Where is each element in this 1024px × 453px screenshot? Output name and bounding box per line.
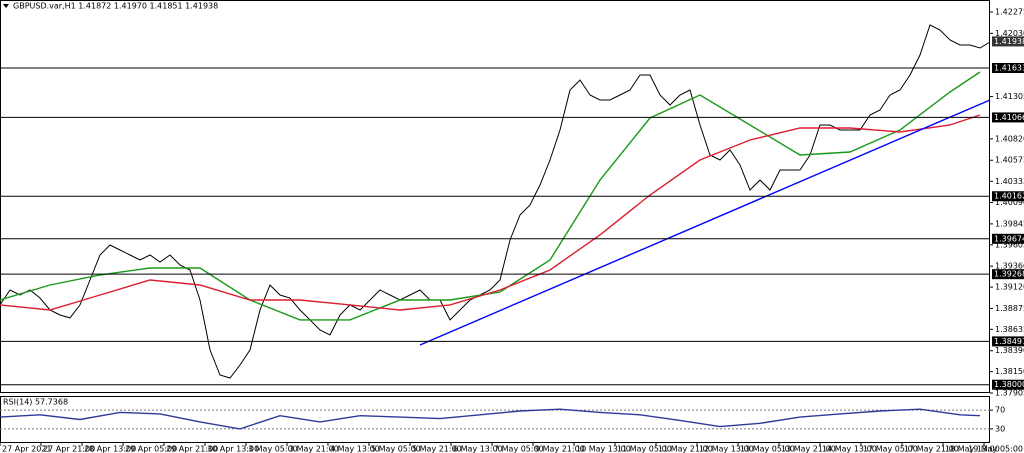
x-tick-label: 14 May 13:00 [822, 445, 877, 453]
y-tick-label: 70 [995, 406, 1005, 415]
y-tick-label: 1.38875 [995, 304, 1024, 313]
x-tick-label: 12 May 13:00 [699, 445, 754, 453]
x-tick-label: 30 Apr 13:00 [207, 445, 259, 453]
series-line [419, 99, 991, 346]
x-tick-label: 10 May 13:00 [576, 445, 631, 453]
level-box [992, 62, 1024, 73]
level-label: 1.38000 [994, 380, 1024, 389]
y-tick-label: 1.38390 [995, 346, 1024, 355]
x-tick-label: 29 Apr 21:00 [166, 445, 218, 453]
y-tick-label: 1.38150 [995, 367, 1024, 376]
level-box [992, 379, 1024, 390]
level-label: 1.40162 [994, 192, 1024, 201]
x-tick-label: 11 May 05:00 [617, 445, 672, 453]
x-tick-label: 3 May 05:00 [248, 445, 298, 453]
series-line [0, 24, 991, 379]
x-tick-label: 7 May 05:00 [494, 445, 544, 453]
level-box [992, 191, 1024, 202]
x-tick-label: 28 Apr 13:00 [84, 445, 136, 453]
level-label: 1.41066 [994, 113, 1024, 122]
x-tick-label: 11 May 21:00 [658, 445, 713, 453]
level-box [992, 233, 1024, 244]
rsi-panel [0, 396, 990, 443]
y-tick-label: 1.42275 [995, 8, 1024, 17]
y-tick-label: 1.38635 [995, 325, 1024, 334]
x-tick-label: 9 May 21:00 [535, 445, 585, 453]
x-tick-label: 3 May 21:00 [289, 445, 339, 453]
level-label: 1.38497 [994, 337, 1024, 346]
y-tick-label: 1.40575 [995, 156, 1024, 165]
x-tick-label: 27 Apr 21:00 [43, 445, 95, 453]
x-tick-label: 19 May 05:00 [968, 445, 1023, 453]
y-tick-label: 1.42030 [995, 29, 1024, 38]
level-box [992, 336, 1024, 347]
y-tick-label: 1.40333 [995, 177, 1024, 186]
x-tick-label: 27 Apr 2021 [2, 445, 51, 453]
y-tick-label: 1.40090 [995, 198, 1024, 207]
x-tick-label: 17 May 21:00 [904, 445, 959, 453]
last-price-box [992, 36, 1024, 47]
y-tick-label: 30 [995, 424, 1005, 433]
series-line [0, 114, 981, 311]
y-tick-label: 1.39120 [995, 283, 1024, 292]
rsi-title: RSI(14) 57.7368 [3, 398, 68, 407]
y-tick-label: 1.40820 [995, 134, 1024, 143]
y-tick-label: 1.37905 [995, 389, 1024, 398]
collapse-icon [3, 4, 9, 8]
x-tick-label: 4 May 13:00 [330, 445, 380, 453]
y-tick-label: 1.39845 [995, 219, 1024, 228]
level-box [992, 112, 1024, 123]
x-tick-label: 5 May 21:00 [412, 445, 462, 453]
y-tick-label: 1.39605 [995, 240, 1024, 249]
level-box [992, 269, 1024, 280]
x-tick-label: 13 May 05:00 [740, 445, 795, 453]
last-price-label: 1.41938 [994, 37, 1024, 46]
series-line [0, 71, 981, 321]
y-tick-label: 1.39360 [995, 262, 1024, 271]
level-label: 1.39674 [994, 234, 1024, 243]
x-tick-label: 13 May 21:00 [781, 445, 836, 453]
x-tick-label: 6 May 13:00 [453, 445, 503, 453]
x-tick-label: 29 Apr 05:00 [125, 445, 177, 453]
series-line [0, 408, 981, 430]
x-tick-label: 18 May 13:00 [945, 445, 1000, 453]
x-tick-label: 5 May 05:00 [371, 445, 421, 453]
level-label: 1.39268 [994, 270, 1024, 279]
x-tick-label: 17 May 05:00 [863, 445, 918, 453]
chart-title: GBPUSD.var,H1 1.41872 1.41970 1.41851 1.… [13, 2, 218, 11]
level-label: 1.41633 [994, 63, 1024, 72]
y-tick-label: 1.41305 [995, 92, 1024, 101]
